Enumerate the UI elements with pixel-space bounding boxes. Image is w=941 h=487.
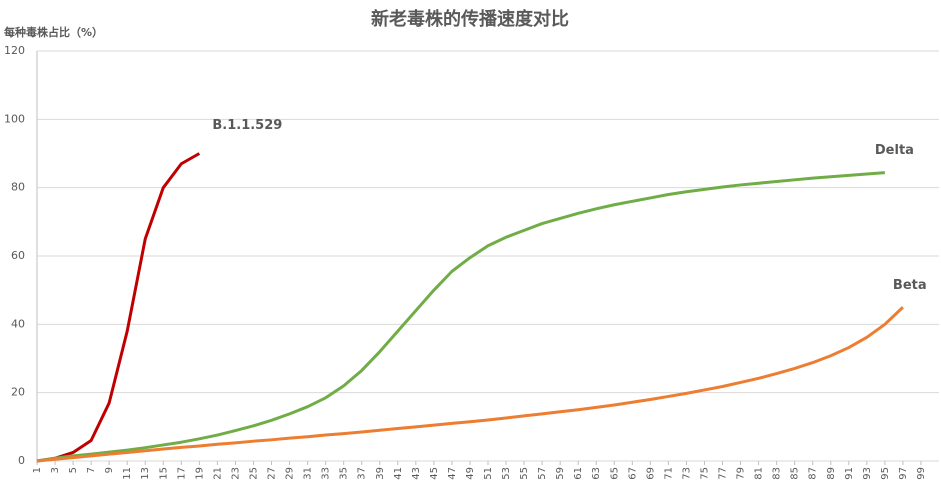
x-tick-label: 95 [880, 467, 891, 480]
x-tick-label: 1 [32, 467, 43, 473]
x-tick-label: 59 [555, 467, 566, 480]
x-tick-label: 51 [483, 467, 494, 480]
x-tick-label: 7 [86, 467, 97, 473]
x-tick-label: 9 [104, 467, 115, 473]
x-tick-label: 37 [357, 467, 368, 480]
y-tick-label: 100 [4, 112, 25, 125]
x-tick-label: 67 [627, 467, 638, 480]
x-tick-label: 55 [519, 467, 530, 480]
x-tick-label: 3 [50, 467, 61, 473]
x-tick-label: 91 [844, 467, 855, 480]
y-tick-label: 40 [11, 317, 25, 330]
x-tick-label: 33 [321, 467, 332, 480]
x-tick-label: 63 [591, 467, 602, 480]
x-tick-label: 83 [772, 467, 783, 480]
x-tick-label: 27 [267, 467, 278, 480]
y-axis-label: 每种毒株占比（%） [4, 25, 103, 39]
series-label: B.1.1.529 [212, 118, 282, 133]
x-tick-label: 29 [285, 467, 296, 480]
x-tick-label: 17 [176, 467, 187, 480]
x-tick-label: 23 [230, 467, 241, 480]
x-tick-label: 35 [339, 467, 350, 480]
y-tick-label: 20 [11, 386, 25, 399]
x-tick-label: 99 [916, 467, 927, 480]
y-tick-label: 60 [11, 249, 25, 262]
x-tick-label: 57 [537, 467, 548, 480]
y-tick-label: 0 [18, 454, 25, 467]
x-tick-label: 13 [140, 467, 151, 480]
x-tick-label: 85 [790, 467, 801, 480]
x-tick-label: 87 [808, 467, 819, 480]
x-tick-label: 71 [663, 467, 674, 480]
x-tick-label: 31 [303, 467, 314, 480]
x-tick-label: 15 [158, 467, 169, 480]
x-tick-label: 69 [645, 467, 656, 480]
x-tick-label: 43 [411, 467, 422, 480]
x-tick-label: 53 [501, 467, 512, 480]
series-line [36, 171, 885, 463]
x-tick-label: 41 [393, 467, 404, 480]
y-tick-label: 120 [4, 44, 25, 57]
x-tick-label: 93 [862, 467, 873, 480]
x-tick-label: 89 [826, 467, 837, 480]
x-tick-label: 73 [681, 467, 692, 480]
x-tick-label: 97 [898, 467, 909, 480]
series-line [36, 152, 201, 463]
x-tick-label: 25 [248, 467, 259, 480]
x-tick-label: 45 [429, 467, 440, 480]
x-tick-label: 61 [573, 467, 584, 480]
x-tick-label: 19 [194, 467, 205, 480]
x-tick-label: 49 [465, 467, 476, 480]
series-line [36, 306, 904, 463]
chart-title: 新老毒株的传播速度对比 [371, 8, 569, 30]
x-tick-label: 79 [736, 467, 747, 480]
x-tick-label: 47 [447, 467, 458, 480]
y-tick-label: 80 [11, 181, 25, 194]
x-tick-label: 5 [68, 467, 79, 473]
x-tick-label: 21 [212, 467, 223, 480]
x-tick-label: 77 [718, 467, 729, 480]
x-tick-label: 39 [375, 467, 386, 480]
x-tick-label: 65 [609, 467, 620, 480]
series-label: Delta [875, 143, 914, 158]
series-label: Beta [893, 278, 927, 293]
x-tick-label: 81 [754, 467, 765, 480]
x-tick-label: 75 [699, 467, 710, 480]
x-tick-label: 11 [122, 467, 133, 480]
